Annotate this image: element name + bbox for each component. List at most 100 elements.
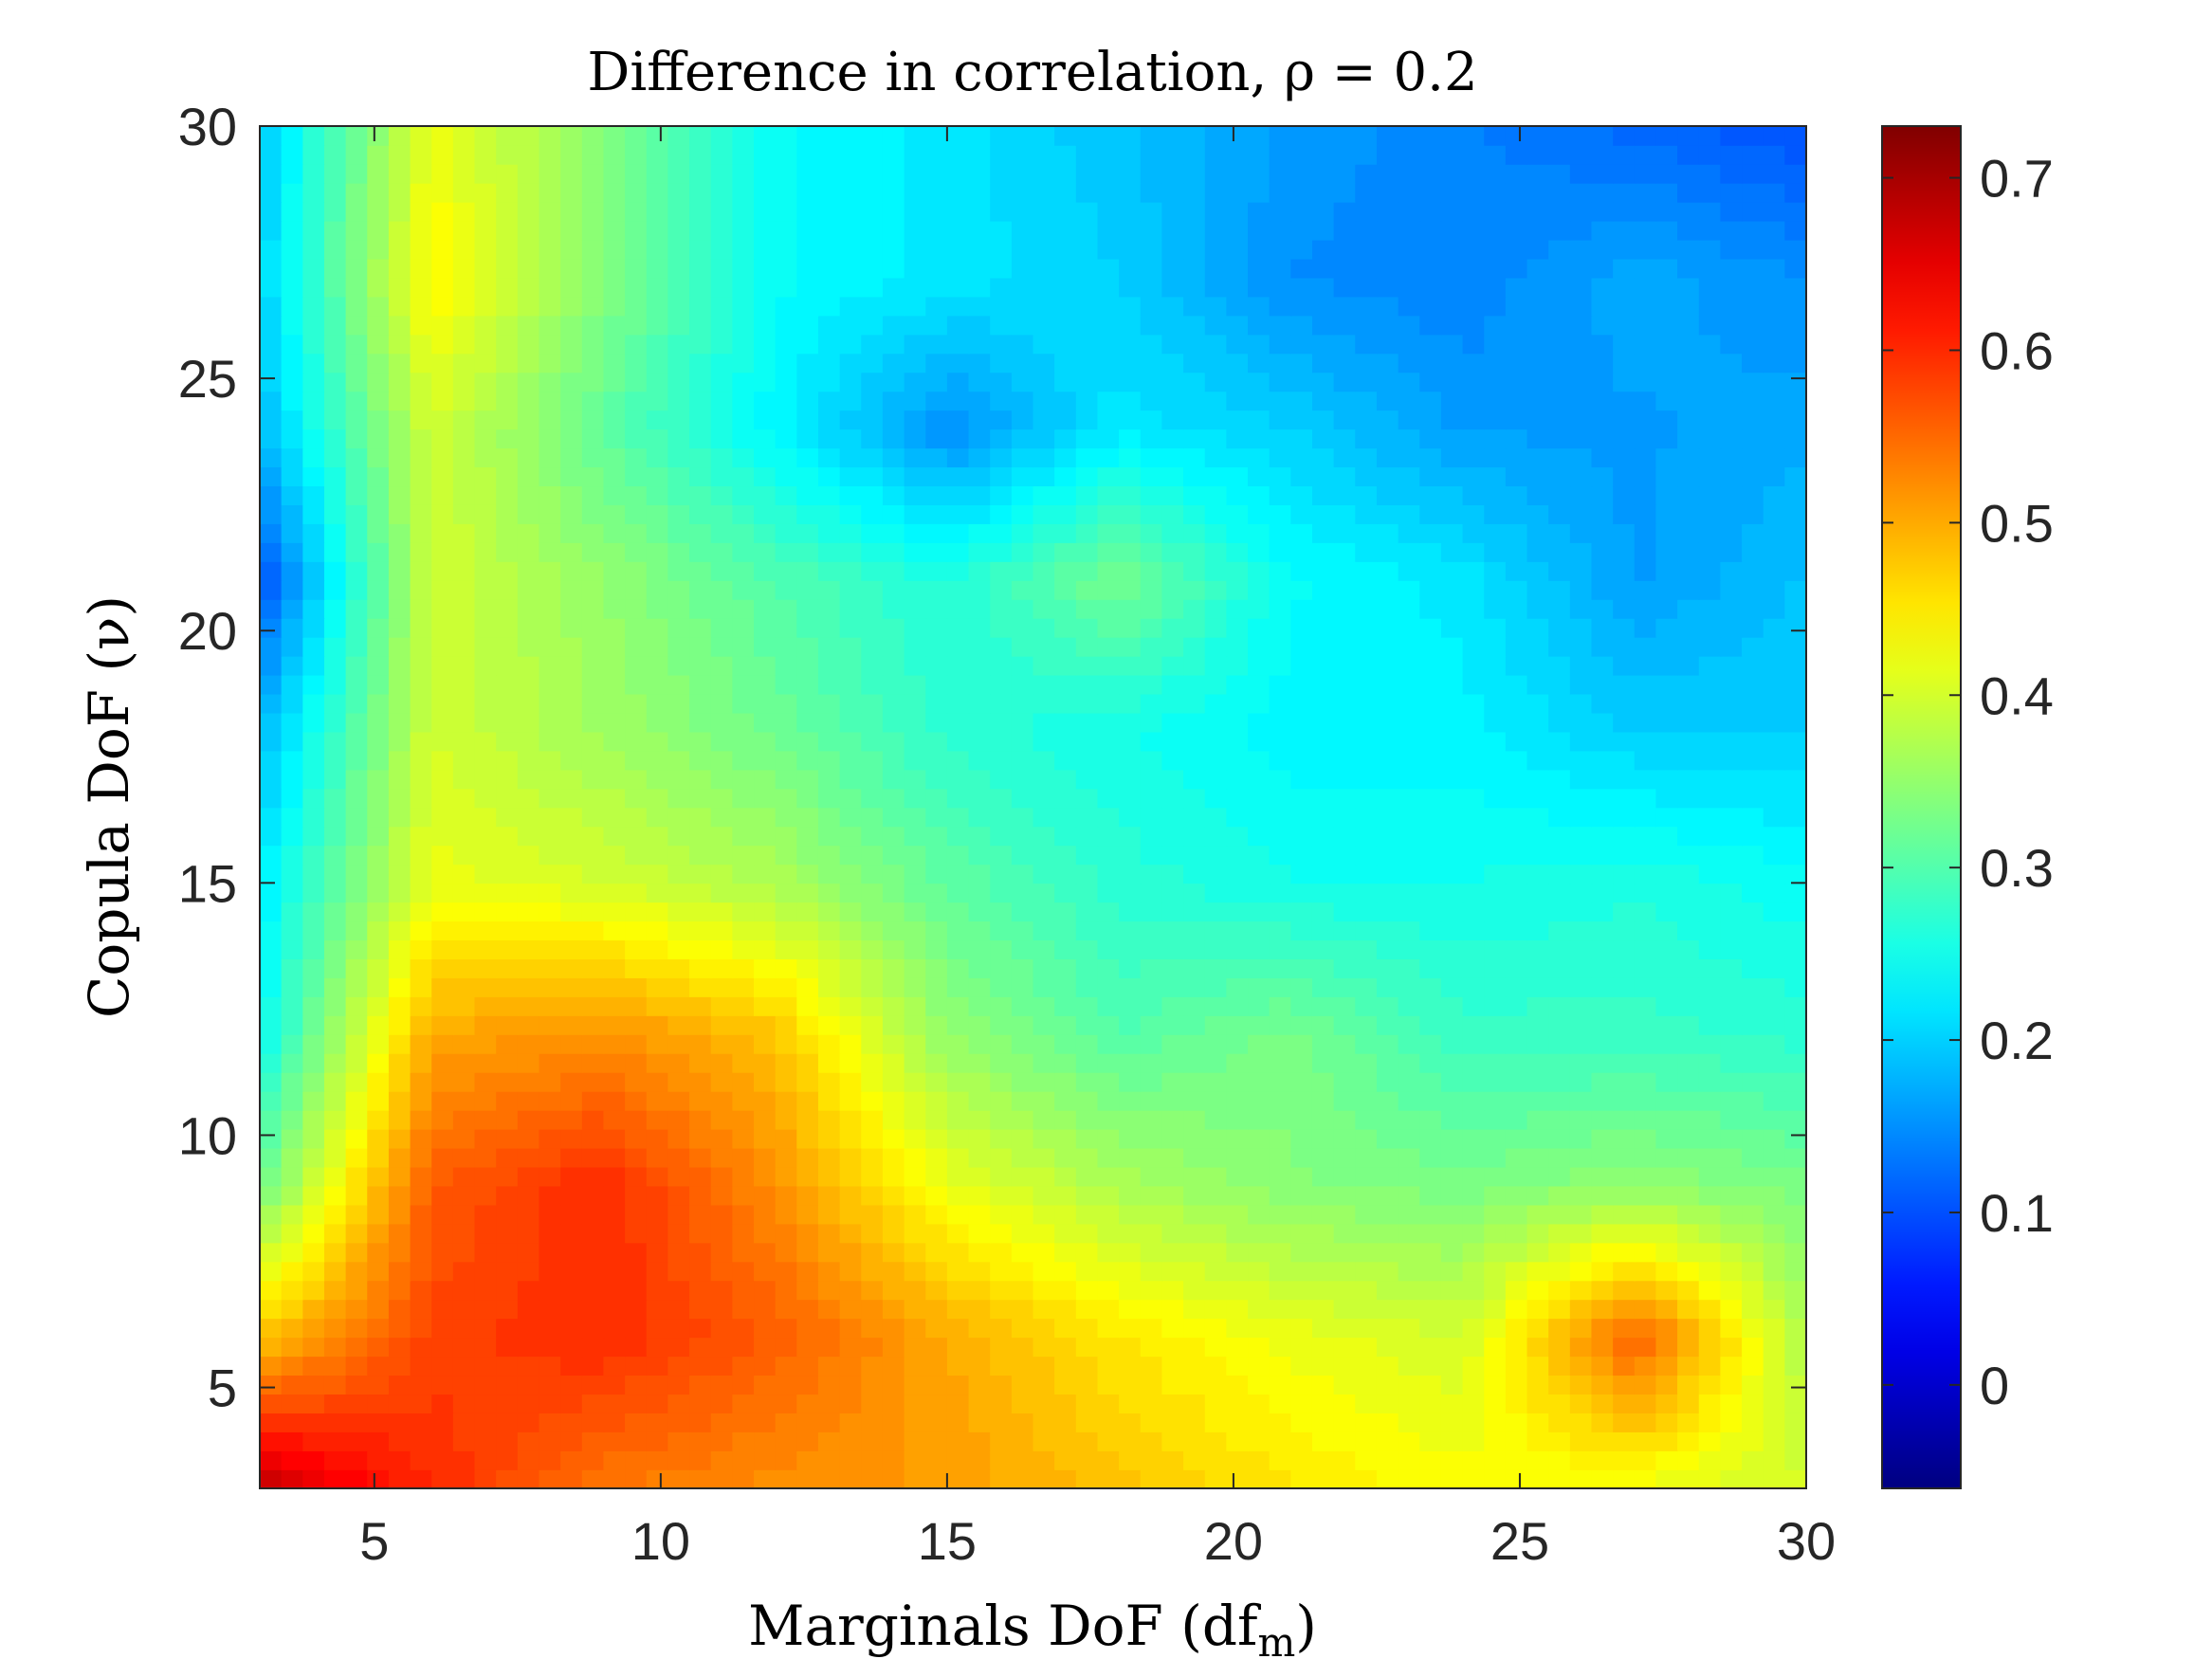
- contour-cell: [1204, 277, 1228, 298]
- contour-cell: [732, 1204, 755, 1225]
- contour-cell: [1333, 598, 1357, 619]
- contour-cell: [1419, 239, 1442, 260]
- contour-cell: [775, 750, 798, 771]
- contour-cell: [1269, 958, 1292, 978]
- contour-cell: [323, 580, 347, 600]
- contour-cell: [1119, 1109, 1142, 1130]
- contour-cell: [775, 296, 798, 317]
- contour-cell: [882, 977, 905, 997]
- contour-cell: [732, 1356, 755, 1376]
- contour-cell: [882, 845, 905, 866]
- contour-cell: [1591, 391, 1614, 411]
- contour-cell: [452, 674, 476, 695]
- contour-cell: [260, 1109, 283, 1130]
- contour-cell: [1763, 807, 1786, 828]
- contour-cell: [1655, 1375, 1678, 1395]
- contour-cell: [1140, 1147, 1163, 1168]
- contour-cell: [839, 1242, 863, 1263]
- contour-cell: [646, 807, 669, 828]
- contour-cell: [1097, 1015, 1120, 1035]
- contour-cell: [496, 693, 519, 714]
- contour-cell: [1097, 239, 1120, 260]
- contour-cell: [1033, 636, 1055, 657]
- contour-cell: [302, 636, 325, 657]
- contour-cell: [388, 826, 411, 847]
- contour-cell: [1054, 1337, 1077, 1358]
- contour-cell: [1183, 334, 1206, 355]
- contour-cell: [281, 1015, 304, 1035]
- contour-cell: [581, 693, 605, 714]
- contour-cell: [839, 428, 863, 449]
- contour-cell: [431, 1318, 454, 1339]
- contour-cell: [1183, 1375, 1206, 1395]
- contour-cell: [1140, 466, 1163, 487]
- contour-cell: [1226, 1147, 1249, 1168]
- contour-cell: [839, 1394, 863, 1413]
- contour-cell: [904, 391, 927, 411]
- contour-cell: [1569, 996, 1593, 1016]
- contour-cell: [1161, 391, 1184, 411]
- contour-cell: [260, 201, 283, 222]
- contour-cell: [1226, 1242, 1249, 1263]
- contour-cell: [1333, 977, 1357, 997]
- contour-cell: [1655, 655, 1678, 676]
- contour-cell: [732, 277, 755, 298]
- contour-cell: [1655, 239, 1678, 260]
- contour-cell: [1484, 258, 1507, 279]
- contour-cell: [732, 1185, 755, 1206]
- contour-cell: [539, 485, 561, 505]
- contour-cell: [281, 731, 304, 752]
- contour-cell: [302, 201, 325, 222]
- contour-cell: [1161, 1337, 1184, 1358]
- contour-cell: [431, 1185, 454, 1206]
- contour-cell: [496, 1090, 519, 1111]
- contour-cell: [1140, 977, 1163, 997]
- contour-cell: [1742, 353, 1764, 374]
- contour-cell: [367, 447, 390, 468]
- contour-cell: [1591, 410, 1614, 430]
- contour-cell: [388, 1299, 411, 1320]
- contour-cell: [754, 334, 777, 355]
- contour-cell: [1784, 428, 1806, 449]
- contour-cell: [990, 1469, 1013, 1488]
- contour-cell: [1677, 428, 1700, 449]
- contour-cell: [1677, 826, 1700, 847]
- contour-cell: [388, 1394, 411, 1413]
- contour-cell: [754, 258, 777, 279]
- contour-cell: [302, 1166, 325, 1187]
- contour-cell: [775, 674, 798, 695]
- contour-cell: [603, 296, 626, 317]
- contour-cell: [410, 864, 433, 884]
- contour-cell: [302, 542, 325, 562]
- contour-cell: [839, 921, 863, 941]
- contour-cell: [754, 1261, 777, 1282]
- contour-cell: [1419, 1413, 1442, 1432]
- contour-cell: [1011, 542, 1034, 562]
- contour-cell: [1333, 788, 1357, 809]
- contour-cell: [1440, 598, 1464, 619]
- contour-cell: [796, 674, 819, 695]
- contour-cell: [388, 372, 411, 392]
- contour-cell: [689, 182, 712, 203]
- contour-cell: [302, 1413, 325, 1432]
- contour-cell: [904, 1223, 927, 1244]
- contour-cell: [1440, 693, 1464, 714]
- contour-cell: [1655, 504, 1678, 524]
- contour-cell: [1140, 504, 1163, 524]
- contour-cell: [1140, 220, 1163, 241]
- contour-cell: [946, 617, 970, 638]
- contour-cell: [345, 296, 369, 317]
- contour-cell: [1097, 220, 1120, 241]
- contour-cell: [1269, 750, 1292, 771]
- contour-cell: [1784, 845, 1806, 866]
- contour-cell: [1226, 372, 1249, 392]
- contour-cell: [1698, 1375, 1722, 1395]
- contour-cell: [1355, 674, 1378, 695]
- contour-cell: [861, 523, 884, 543]
- contour-cell: [1311, 1204, 1335, 1225]
- contour-cell: [452, 163, 476, 184]
- contour-cell: [1333, 636, 1357, 657]
- contour-cell: [1591, 1052, 1614, 1073]
- contour-cell: [1398, 315, 1421, 336]
- contour-cell: [775, 958, 798, 978]
